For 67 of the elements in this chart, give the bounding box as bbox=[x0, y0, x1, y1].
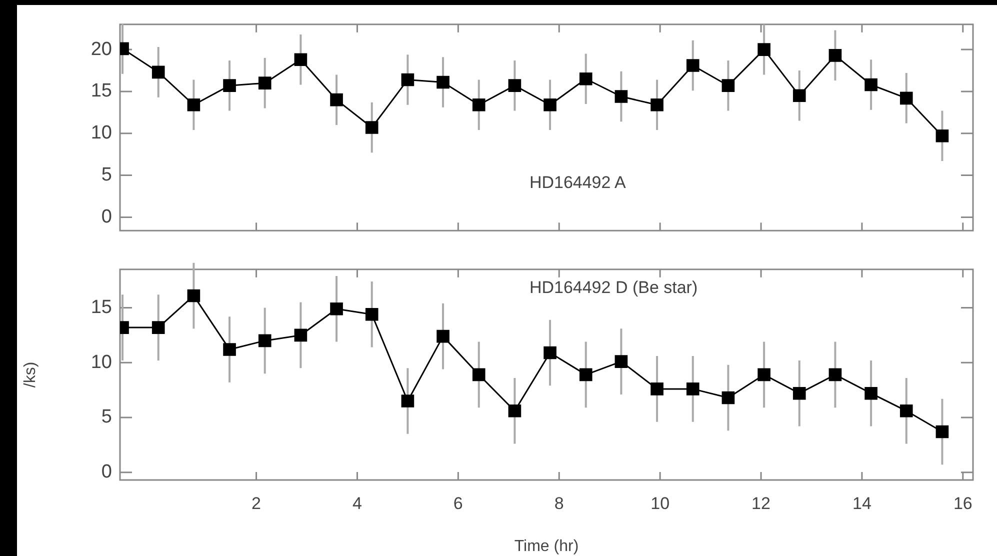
point bbox=[365, 121, 378, 134]
y-tick-label: 15 bbox=[90, 297, 112, 318]
point bbox=[936, 129, 949, 142]
x-tick-label: 16 bbox=[953, 494, 972, 513]
point bbox=[223, 343, 236, 356]
point bbox=[614, 355, 628, 368]
y-tick-label: 0 bbox=[101, 462, 112, 483]
point bbox=[508, 404, 522, 418]
x-axis-title: Time (hr) bbox=[514, 538, 579, 555]
x-tick-label: 12 bbox=[752, 494, 770, 513]
x-tick-label: 2 bbox=[252, 494, 262, 513]
point bbox=[828, 49, 842, 62]
point bbox=[650, 382, 664, 396]
point bbox=[758, 43, 770, 56]
point bbox=[900, 92, 913, 105]
point bbox=[472, 98, 486, 112]
y-tick-label: 20 bbox=[90, 38, 112, 60]
point bbox=[792, 386, 806, 400]
x-tick-label: 6 bbox=[453, 494, 463, 513]
point bbox=[544, 346, 556, 360]
point bbox=[436, 76, 450, 89]
point bbox=[792, 89, 806, 102]
point bbox=[508, 79, 522, 92]
point bbox=[686, 59, 700, 72]
point bbox=[722, 391, 735, 404]
point bbox=[650, 98, 664, 112]
point bbox=[294, 53, 308, 66]
annotation: HD164492 D (Be star) bbox=[529, 278, 698, 298]
point bbox=[614, 90, 628, 103]
point bbox=[365, 308, 378, 321]
point bbox=[294, 328, 308, 342]
y-axis-title: /ks) bbox=[22, 362, 40, 388]
point bbox=[722, 79, 735, 92]
point bbox=[223, 79, 236, 92]
point bbox=[258, 76, 272, 90]
y-tick-label: 10 bbox=[90, 122, 112, 144]
point bbox=[828, 368, 842, 382]
point bbox=[579, 368, 592, 382]
x-tick-label: 10 bbox=[650, 494, 670, 513]
point bbox=[330, 302, 343, 316]
y-tick-label: 0 bbox=[101, 206, 112, 228]
point bbox=[579, 72, 592, 86]
x-tick-label: 14 bbox=[852, 494, 872, 513]
x-tick-label: 8 bbox=[554, 494, 564, 513]
y-tick-label: 15 bbox=[90, 80, 112, 102]
point bbox=[864, 78, 878, 92]
point bbox=[544, 98, 556, 112]
point bbox=[436, 330, 450, 343]
point bbox=[187, 289, 200, 302]
annotation: HD164492 A bbox=[529, 172, 627, 192]
point bbox=[900, 404, 913, 418]
point bbox=[686, 382, 700, 396]
point bbox=[401, 73, 414, 86]
point bbox=[258, 334, 272, 348]
point bbox=[152, 321, 165, 334]
point bbox=[330, 93, 343, 106]
x-tick-label: 4 bbox=[352, 494, 362, 513]
y-tick-label: 10 bbox=[90, 352, 112, 373]
point bbox=[187, 98, 200, 112]
point bbox=[401, 394, 414, 408]
point bbox=[152, 66, 165, 79]
y-tick-label: 5 bbox=[101, 406, 112, 428]
y-tick-label: 5 bbox=[101, 164, 112, 186]
point bbox=[936, 425, 949, 438]
point bbox=[472, 368, 486, 382]
point bbox=[758, 368, 770, 382]
point bbox=[864, 386, 878, 400]
